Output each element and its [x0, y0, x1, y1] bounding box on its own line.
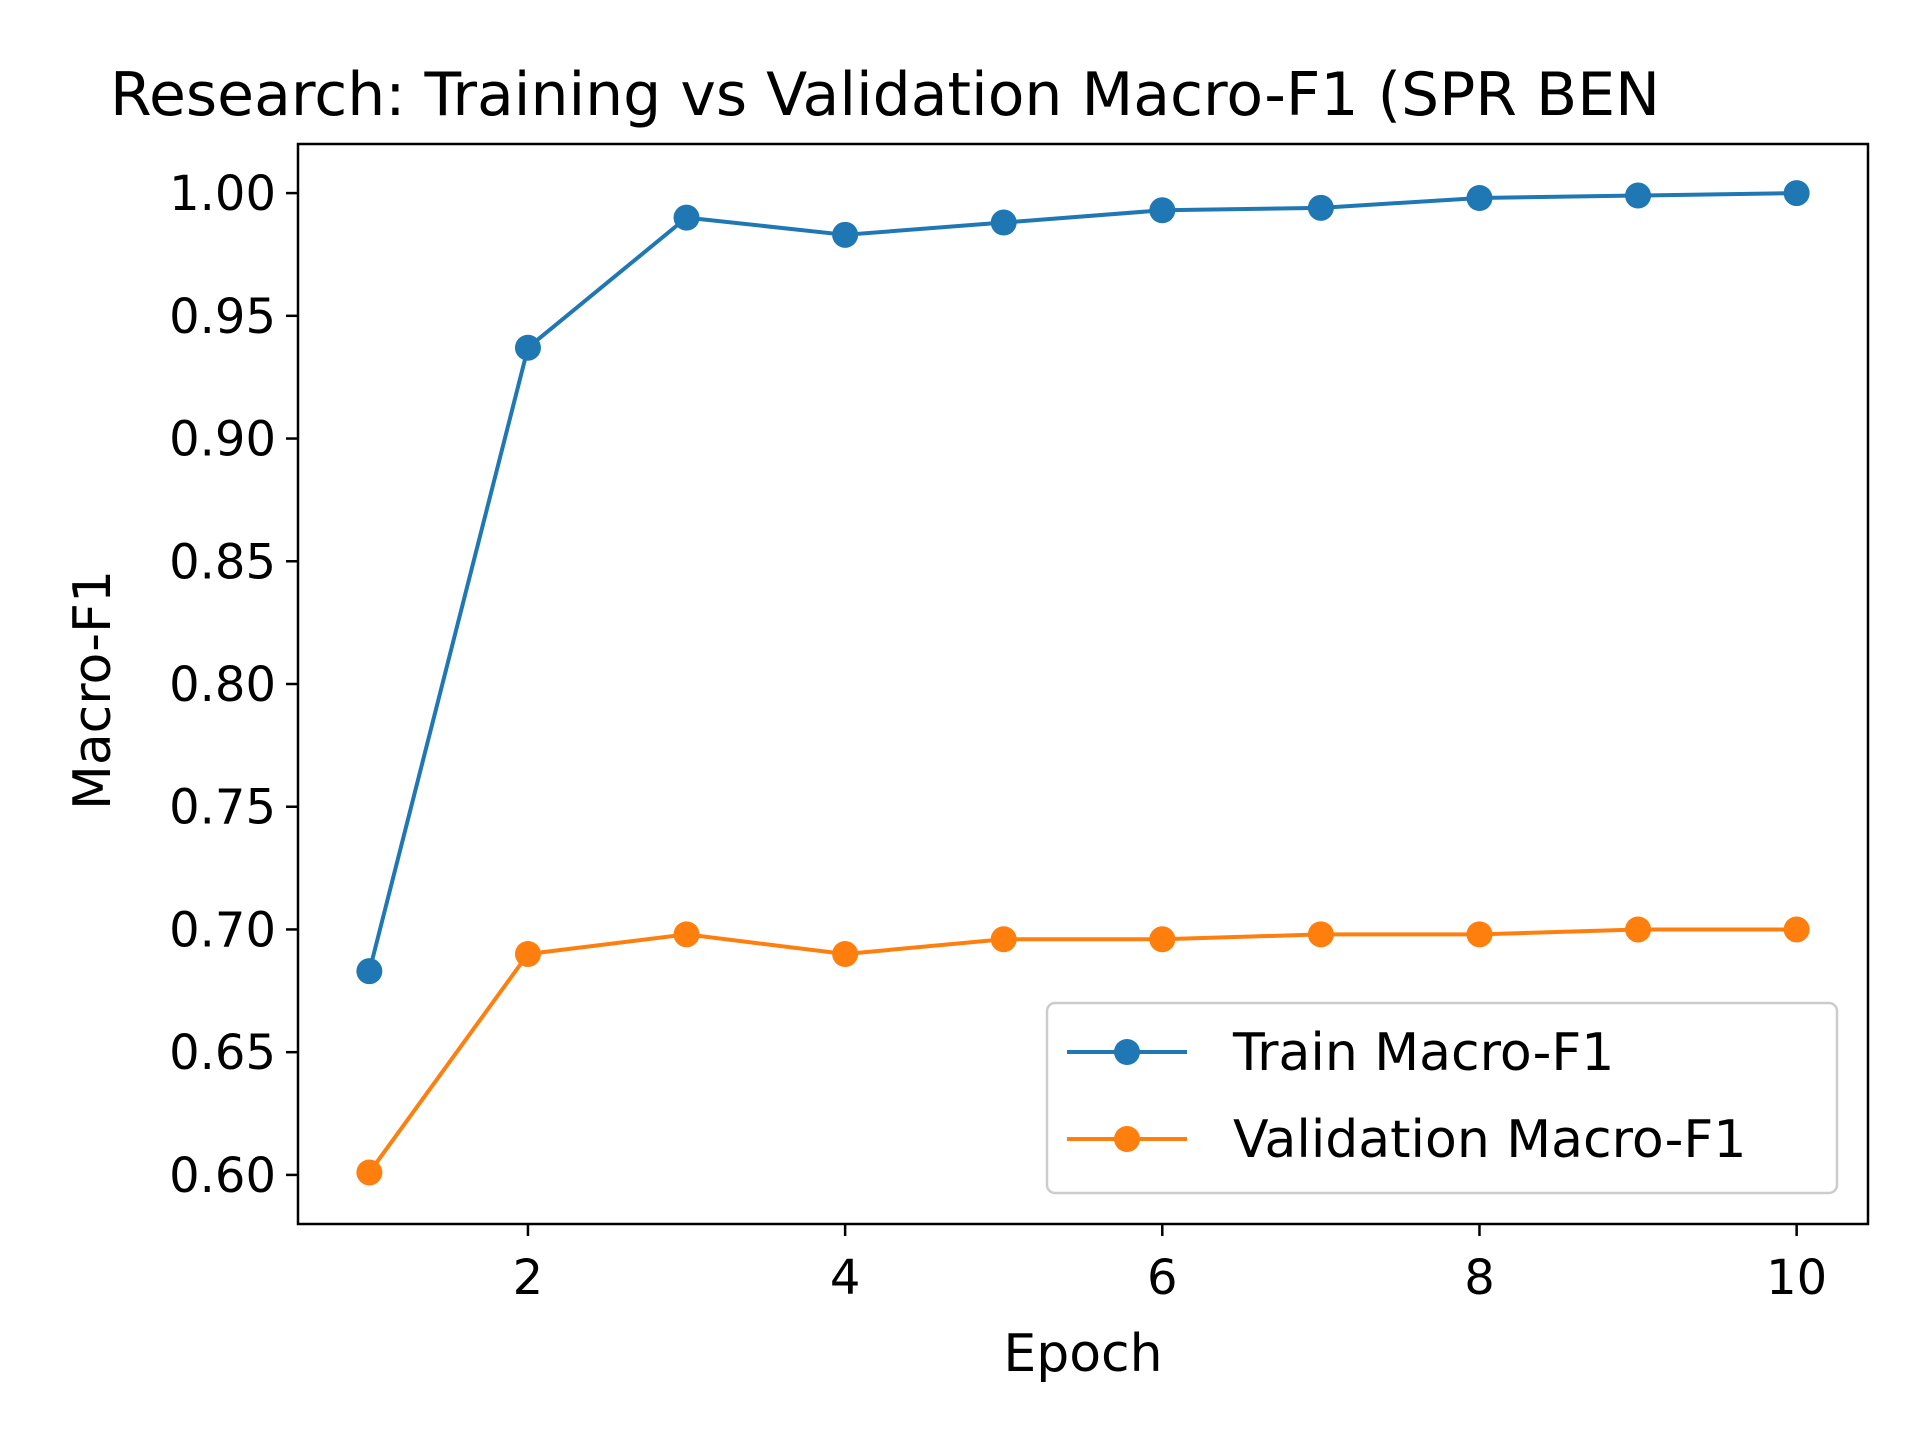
data-point-train-macro-f1 — [1783, 180, 1810, 207]
y-axis: 0.60 0.65 0.70 0.75 0.80 0.85 0.90 0.95 1.00 — [169, 166, 298, 1204]
chart-title: Research: Training vs Validation Macro-F… — [110, 60, 1660, 130]
legend: Train Macro-F1 Validation Macro-F1 — [1045, 1001, 1839, 1195]
legend-marker-validation-macro-f1 — [1114, 1126, 1140, 1152]
x-tick-label: 4 — [830, 1250, 861, 1306]
data-point-train-macro-f1 — [990, 209, 1017, 236]
data-point-validation-macro-f1 — [1466, 921, 1493, 948]
data-point-train-macro-f1 — [832, 221, 859, 248]
data-point-validation-macro-f1 — [514, 941, 541, 967]
series-line-train-macro-f1 — [367, 191, 1797, 972]
y-axis-label: Macro-F1 — [63, 570, 123, 810]
data-point-train-macro-f1 — [356, 958, 383, 985]
x-axis-label: Epoch — [1003, 1324, 1162, 1384]
data-point-validation-macro-f1 — [1625, 916, 1652, 943]
data-point-train-macro-f1 — [1625, 182, 1652, 209]
data-point-train-macro-f1 — [1466, 185, 1493, 211]
legend-marker-train-macro-f1 — [1114, 1039, 1140, 1065]
x-tick-label: 8 — [1464, 1250, 1495, 1306]
y-tick-label: 0.60 — [169, 1148, 276, 1204]
data-point-train-macro-f1 — [514, 334, 541, 361]
series-line-validation-macro-f1 — [367, 927, 1797, 1174]
legend-items: Train Macro-F1 Validation Macro-F1 — [1067, 1023, 1746, 1170]
data-point-validation-macro-f1 — [832, 941, 859, 967]
y-tick-label: 0.70 — [169, 902, 276, 958]
y-tick-label: 0.85 — [169, 534, 276, 590]
data-point-validation-macro-f1 — [990, 926, 1017, 953]
data-point-validation-macro-f1 — [1149, 926, 1176, 953]
y-tick-label: 1.00 — [169, 166, 276, 222]
legend-label-validation-macro-f1: Validation Macro-F1 — [1233, 1110, 1746, 1170]
y-tick-label: 0.65 — [169, 1025, 276, 1081]
data-point-validation-macro-f1 — [1783, 916, 1810, 943]
data-point-validation-macro-f1 — [1307, 921, 1334, 948]
y-tick-label: 0.80 — [169, 657, 276, 713]
data-point-train-macro-f1 — [1149, 197, 1176, 224]
series-layer — [356, 180, 1810, 1186]
data-point-train-macro-f1 — [673, 204, 700, 231]
data-point-train-macro-f1 — [1307, 194, 1334, 221]
x-axis: 2 4 6 8 10 — [513, 1224, 1827, 1306]
x-tick-label: 2 — [513, 1250, 544, 1306]
y-tick-label: 0.95 — [169, 289, 276, 345]
y-tick-label: 0.75 — [169, 780, 276, 836]
data-point-validation-macro-f1 — [673, 921, 700, 948]
x-tick-label: 6 — [1147, 1250, 1178, 1306]
y-tick-label: 0.90 — [169, 412, 276, 468]
legend-box — [1045, 1001, 1839, 1195]
x-tick-label: 10 — [1766, 1250, 1827, 1306]
data-point-validation-macro-f1 — [356, 1159, 383, 1186]
legend-label-train-macro-f1: Train Macro-F1 — [1232, 1023, 1614, 1083]
